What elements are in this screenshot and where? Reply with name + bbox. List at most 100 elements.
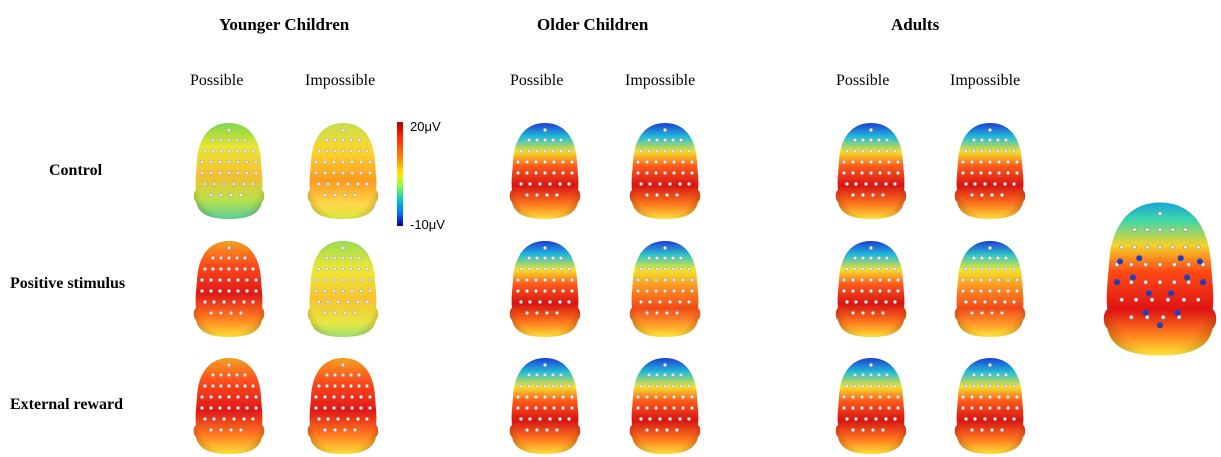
electrode-dot xyxy=(227,363,231,367)
electrode-dot xyxy=(561,278,565,282)
electrode-dot xyxy=(1196,244,1201,250)
electrode-dot xyxy=(254,278,258,282)
electrode-dot xyxy=(349,256,353,260)
electrode-dot xyxy=(972,138,976,142)
highlighted-electrode xyxy=(1142,309,1149,316)
electrode-dot xyxy=(1004,384,1008,388)
scalp-map-large xyxy=(1103,202,1217,356)
electrode-dot xyxy=(548,417,552,421)
electrode-dot xyxy=(368,395,372,399)
electrode-dot xyxy=(679,138,683,142)
electrode-dot xyxy=(996,373,1000,377)
electrode-dot xyxy=(1132,244,1137,250)
electrode-dot xyxy=(211,373,215,377)
electrode-dot xyxy=(972,267,976,271)
electrode-dot xyxy=(961,289,965,293)
electrode-dot xyxy=(887,406,891,410)
electrode-dot xyxy=(243,267,247,271)
electrode-dot xyxy=(525,311,529,315)
electrode-dot xyxy=(896,160,900,164)
electrode-dot xyxy=(1165,297,1171,302)
electrode-dot xyxy=(671,138,675,142)
electrode-dot xyxy=(864,300,868,304)
electrode-dot xyxy=(851,311,855,315)
electrode-dot xyxy=(323,193,327,197)
electrode-dot xyxy=(678,300,682,304)
electrode-dot xyxy=(1003,182,1007,186)
electrode-dot xyxy=(861,256,865,260)
electrode-dot xyxy=(227,289,231,293)
electrode-dot xyxy=(543,363,547,367)
electrode-dot xyxy=(885,256,889,260)
electrode-dot xyxy=(869,160,873,164)
electrode-dot xyxy=(672,406,676,410)
electrode-dot xyxy=(245,289,249,293)
electrode-dot xyxy=(842,278,846,282)
electrode-dot xyxy=(519,149,523,153)
electrode-dot xyxy=(881,428,885,432)
electrode-dot xyxy=(1170,244,1175,250)
electrode-dot xyxy=(359,395,363,399)
electrode-dot xyxy=(671,384,675,388)
electrode-dot xyxy=(853,384,857,388)
electrode-dot xyxy=(961,278,965,282)
electrode-dot xyxy=(535,384,539,388)
highlighted-electrode xyxy=(1156,322,1164,329)
electrode-dot xyxy=(543,395,547,399)
electrode-dot xyxy=(1015,289,1019,293)
head-map-adults-control-possible xyxy=(834,120,908,222)
electrode-dot xyxy=(964,417,968,421)
electrode-dot xyxy=(543,289,547,293)
electrode-dot xyxy=(232,182,236,186)
electrode-dot xyxy=(647,384,651,388)
electrode-dot xyxy=(851,171,855,175)
electrode-dot xyxy=(997,395,1001,399)
electrode-dot xyxy=(663,149,667,153)
electrode-dot xyxy=(1006,289,1010,293)
electrode-dot xyxy=(227,395,231,399)
electrode-dot xyxy=(559,138,563,142)
electrode-dot xyxy=(212,300,216,304)
electrode-dot xyxy=(671,267,675,271)
electrode-dot xyxy=(222,300,226,304)
electrode-dot xyxy=(1006,278,1010,282)
electrode-dot xyxy=(996,267,1000,271)
electrode-dot xyxy=(359,278,363,282)
electrode-dot xyxy=(245,171,249,175)
electrode-dot xyxy=(887,289,891,293)
electrode-dot xyxy=(1172,262,1177,267)
electrode-dot xyxy=(687,149,691,153)
electrode-dot xyxy=(869,138,873,142)
electrode-dot xyxy=(534,406,538,410)
electrode-dot xyxy=(663,406,667,410)
electrode-dot xyxy=(543,246,547,250)
electrode-dot xyxy=(551,373,555,377)
electrode-dot xyxy=(561,171,565,175)
electrode-dot xyxy=(983,417,987,421)
electrode-dot xyxy=(665,193,669,197)
electrode-dot xyxy=(893,182,897,186)
electrode-dot xyxy=(222,417,226,421)
electrode-dot xyxy=(341,278,345,282)
electrode-dot xyxy=(203,182,207,186)
electrode-dot xyxy=(1004,267,1008,271)
electrode-dot xyxy=(341,149,345,153)
electrode-dot xyxy=(645,428,649,432)
electrode-dot xyxy=(353,428,357,432)
electrode-dot xyxy=(314,289,318,293)
electrode-dot xyxy=(679,373,683,377)
electrode-dot xyxy=(516,406,520,410)
electrode-dot xyxy=(555,193,559,197)
electrode-dot xyxy=(211,149,215,153)
electrode-dot xyxy=(678,182,682,186)
electrode-dot xyxy=(885,138,889,142)
head-map-adults-external-possible xyxy=(834,355,908,457)
electrode-dot xyxy=(251,182,255,186)
electrode-dot xyxy=(997,289,1001,293)
electrode-dot xyxy=(1000,428,1004,432)
electrode-dot xyxy=(314,160,318,164)
electrode-dot xyxy=(1012,384,1016,388)
electrode-dot xyxy=(654,406,658,410)
electrode-dot xyxy=(663,128,667,132)
electrode-dot xyxy=(527,267,531,271)
